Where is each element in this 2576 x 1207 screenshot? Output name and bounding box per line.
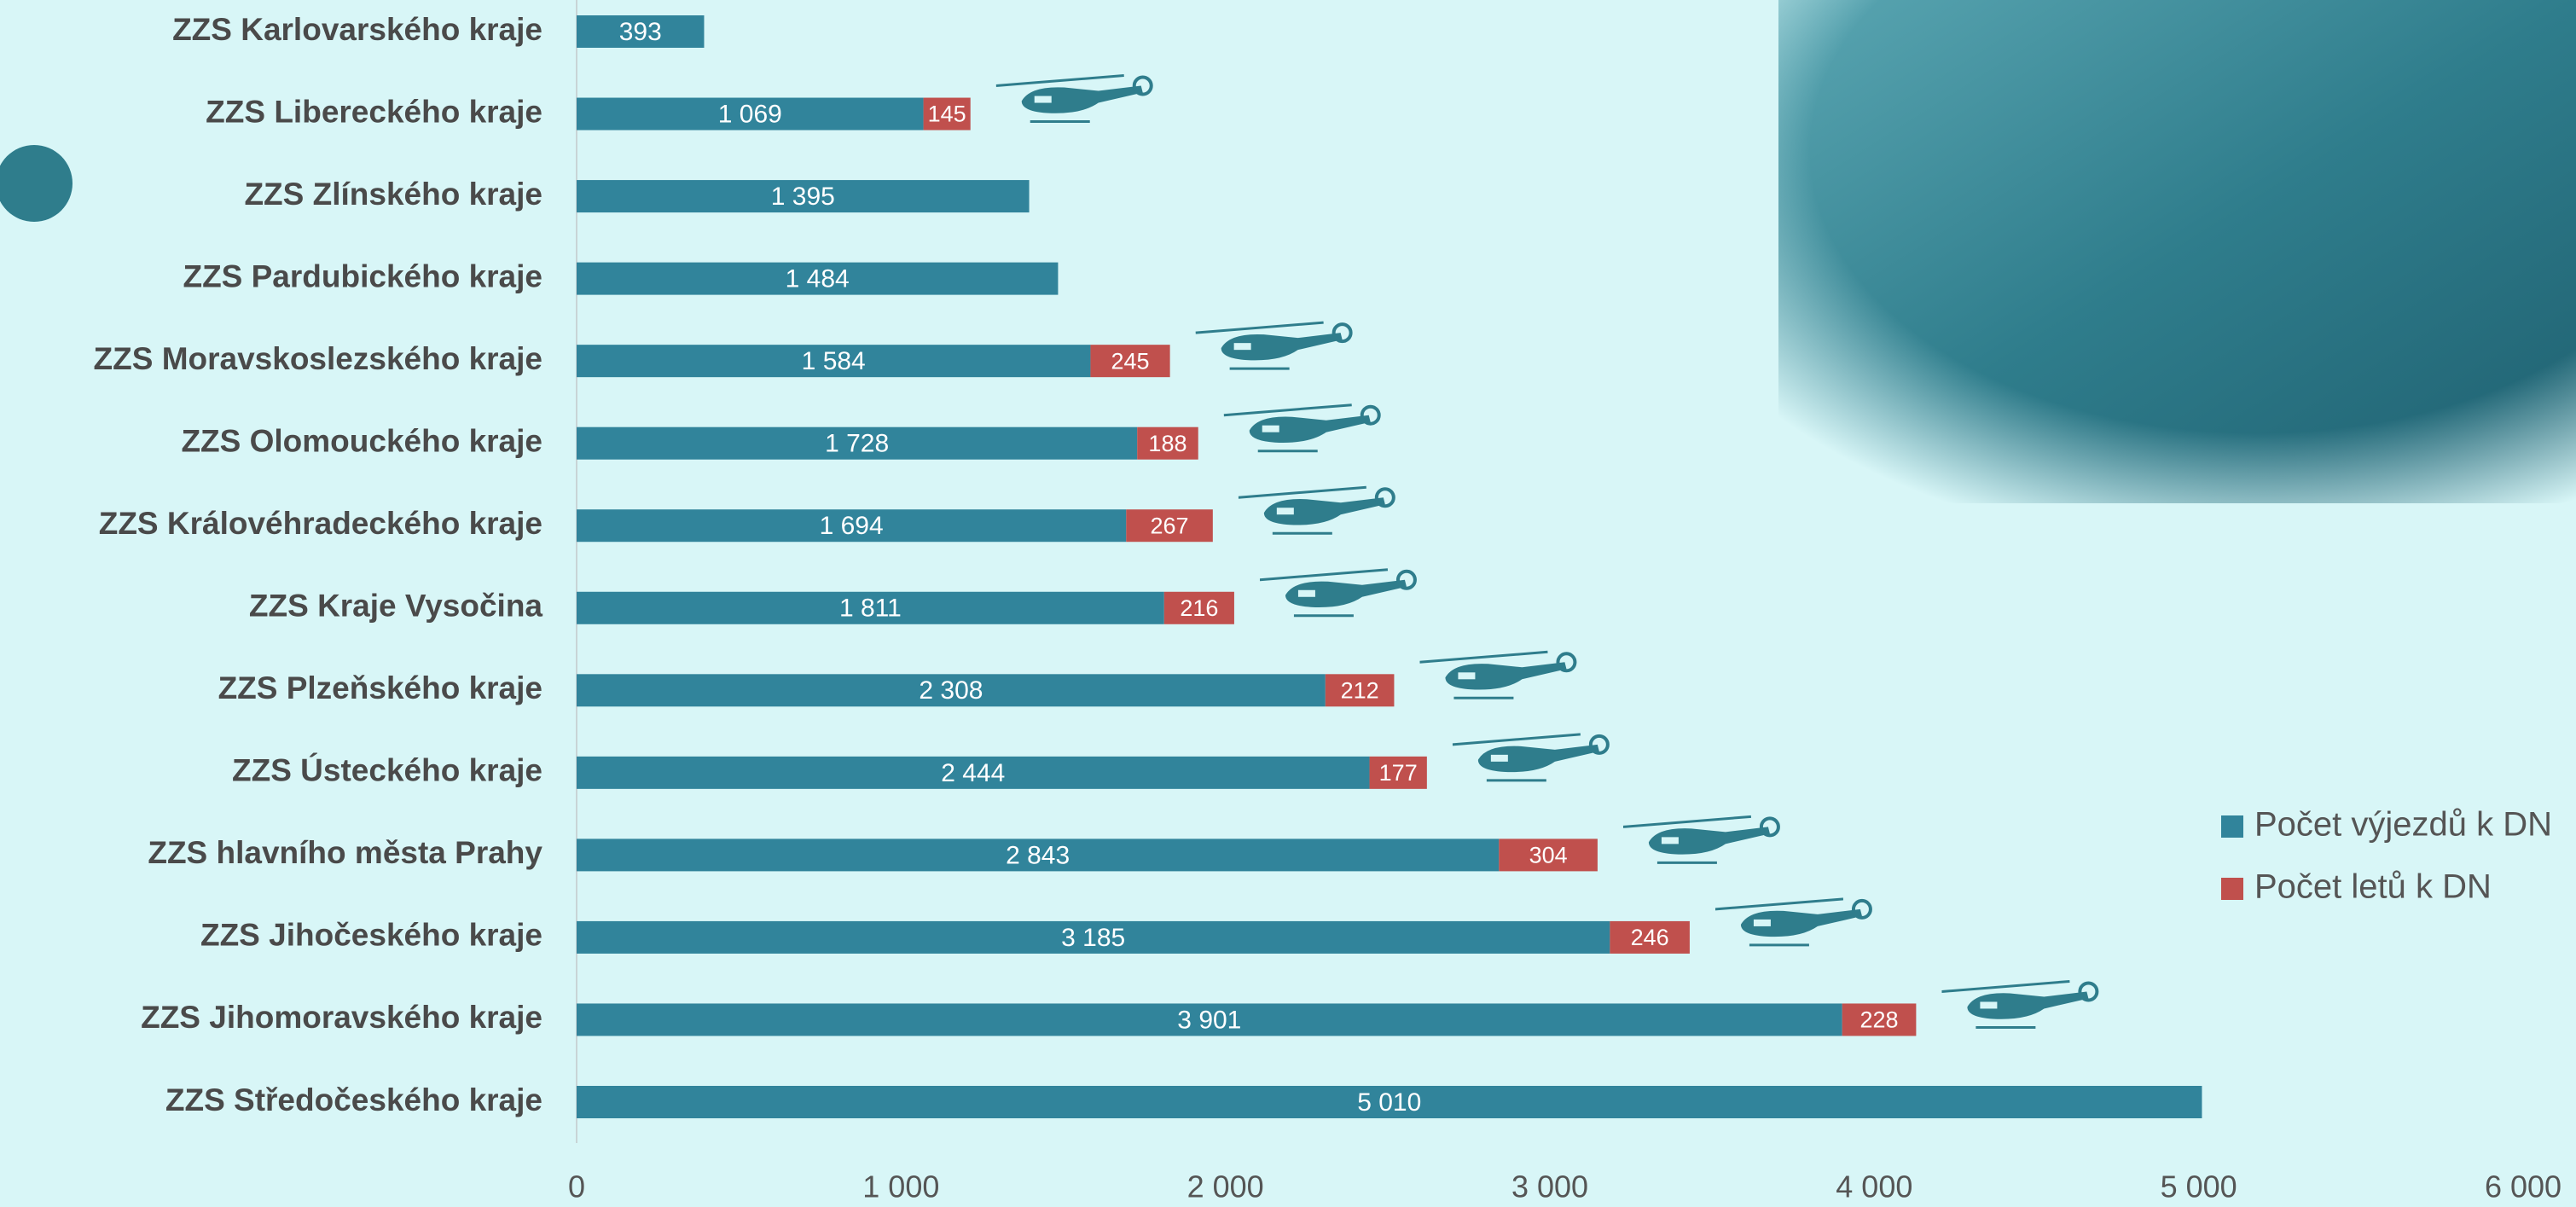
legend-marker [2221, 878, 2243, 900]
helicopter-icon [1419, 652, 1575, 698]
value-label: 1 728 [825, 430, 889, 458]
chart: 0 1 000 2 000 3 000 4 000 5 000 6 000 ZZS Karlo… [0, 0, 2576, 1207]
x-tick-label: 1 000 [862, 1169, 939, 1204]
helicopter-icon [1623, 816, 1778, 862]
icon [0, 145, 73, 222]
value-label: 304 [1529, 843, 1568, 868]
category-label: ZZS Ústeckého kraje [232, 752, 542, 788]
x-tick-label: 2 000 [1187, 1169, 1264, 1204]
value-label: 3 901 [1177, 1006, 1241, 1034]
value-label: 246 [1631, 925, 1669, 950]
helicopter-icon [1224, 405, 1379, 451]
value-label: 216 [1180, 595, 1218, 621]
value-label: 1 694 [820, 512, 884, 540]
photo-fade [1778, 0, 2576, 503]
category-label: ZZS Jihomoravského kraje [141, 1000, 542, 1035]
value-label: 1 069 [718, 100, 782, 128]
x-tick-label: 4 000 [1836, 1169, 1912, 1204]
value-label: 267 [1151, 513, 1189, 538]
category-label: ZZS Jihočeského kraje [200, 918, 542, 953]
category-label: ZZS Zlínského kraje [244, 177, 542, 212]
value-label: 3 185 [1061, 924, 1125, 952]
value-label: 5 010 [1357, 1088, 1421, 1117]
helicopter-icon [1260, 570, 1415, 616]
value-label: 1 484 [786, 265, 850, 293]
value-label: 393 [619, 18, 662, 46]
value-label: 212 [1341, 677, 1379, 703]
value-label: 245 [1111, 348, 1150, 374]
category-label: ZZS Pardubického kraje [183, 258, 542, 293]
legend-label: Počet výjezdů k DN [2254, 806, 2552, 844]
category-label: ZZS Karlovarského kraje [172, 12, 542, 47]
value-label: 145 [928, 102, 966, 127]
value-label: 2 444 [941, 759, 1005, 787]
category-label: ZZS Královéhradeckého kraje [99, 506, 542, 541]
helicopter-icon [1453, 734, 1608, 780]
category-label: ZZS hlavního města Prahy [148, 835, 542, 870]
x-tick-label: 0 [568, 1169, 585, 1204]
value-label: 1 395 [771, 183, 835, 211]
category-label: ZZS Kraje Vysočina [249, 589, 543, 624]
legend-label: Počet letů k DN [2254, 868, 2492, 906]
helicopter-icon [1239, 487, 1394, 533]
value-label: 1 811 [839, 595, 902, 623]
category-label: ZZS Olomouckého kraje [181, 423, 542, 458]
category-label: ZZS Středočeského kraje [165, 1082, 542, 1117]
category-label: ZZS Libereckého kraje [206, 94, 542, 129]
x-tick-label: 5 000 [2161, 1169, 2237, 1204]
value-label: 2 308 [919, 676, 983, 705]
helicopter-icon [1941, 981, 2097, 1027]
value-label: 1 584 [802, 347, 866, 375]
x-tick-label: 3 000 [1511, 1169, 1588, 1204]
helicopter-icon [996, 76, 1152, 122]
value-label: 188 [1148, 431, 1186, 456]
category-label: ZZS Plzeňského kraje [218, 670, 542, 705]
category-label: ZZS Moravskoslezského kraje [94, 341, 542, 376]
legend-marker [2221, 815, 2243, 838]
value-label: 2 843 [1006, 841, 1070, 869]
helicopter-icon [1196, 322, 1351, 368]
value-label: 228 [1860, 1007, 1899, 1033]
value-label: 177 [1379, 760, 1418, 786]
x-tick-label: 6 000 [2485, 1169, 2561, 1204]
helicopter-icon [1715, 899, 1871, 945]
